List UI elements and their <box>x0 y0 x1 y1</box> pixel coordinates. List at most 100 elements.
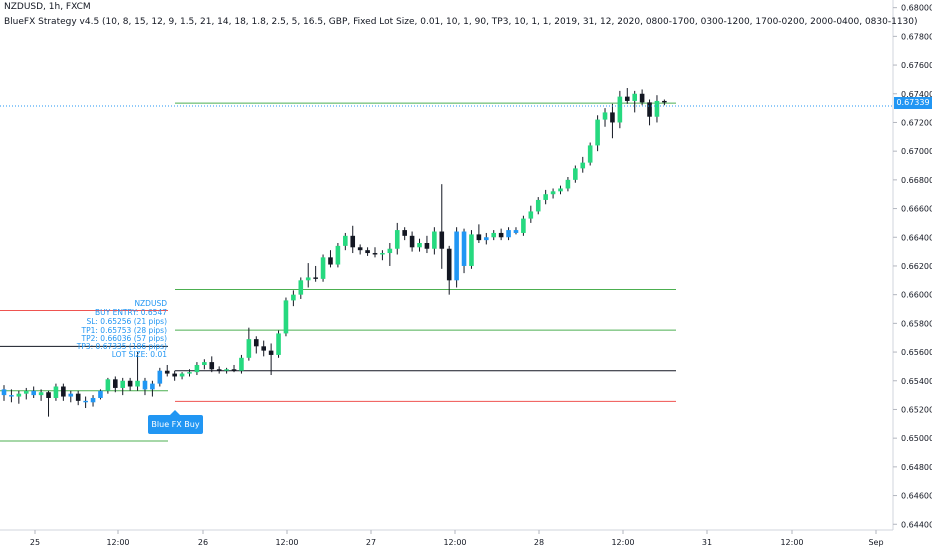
candle-body <box>291 294 296 301</box>
candle-body <box>113 379 118 388</box>
candle-body <box>461 231 467 266</box>
candle-body <box>528 211 534 219</box>
candle-body <box>38 392 44 396</box>
tp3-label: TP3: 0.67335 (186 pips) <box>76 342 167 351</box>
candle-body <box>662 100 667 103</box>
buy-entry-label: BUY ENTRY: 0.6547 <box>94 308 167 317</box>
price-tick-label: 0.65800 <box>901 319 932 328</box>
price-tick-label: 0.64400 <box>901 520 932 529</box>
current-price-tag: 0.67339 <box>894 96 932 109</box>
candle-body <box>157 370 163 384</box>
candle-body <box>654 100 660 117</box>
candle-body <box>617 96 623 123</box>
candle-body <box>320 257 326 279</box>
candle-body <box>484 237 489 241</box>
candle-body <box>469 234 474 266</box>
candle-body <box>350 235 356 248</box>
candle-body <box>417 243 422 248</box>
candle-body <box>209 362 215 370</box>
candle-body <box>491 232 497 238</box>
candle-body <box>283 300 289 334</box>
candle-body <box>639 93 645 103</box>
candle-body <box>172 373 177 377</box>
price-tick-label: 0.67200 <box>901 118 932 127</box>
buy-signal-tag[interactable]: Blue FX Buy <box>148 410 203 434</box>
candle-body <box>142 380 148 390</box>
candle-body <box>498 232 504 238</box>
candle-body <box>298 280 304 295</box>
candle-body <box>150 383 155 390</box>
candle-body <box>46 392 51 398</box>
time-axis[interactable]: 25 12:00 26 12:00 27 12:00 28 12:00 31 12:00 Sep <box>30 530 884 547</box>
price-tick-label: 0.65200 <box>901 405 932 414</box>
sl-label: SL: 0.65256 (21 pips) <box>86 317 167 326</box>
candle-body <box>454 231 459 281</box>
tp1-label: TP1: 0.65753 (28 pips) <box>81 326 167 335</box>
price-tick-label: 0.65000 <box>901 434 932 443</box>
candle-body <box>506 230 511 238</box>
candle-body <box>595 119 600 146</box>
price-tick-label: 0.64600 <box>901 492 932 501</box>
candle-body <box>558 188 563 192</box>
time-tick-label: 28 <box>534 538 544 547</box>
price-tick-label: 0.66200 <box>901 262 932 271</box>
time-tick-label: 12:00 <box>611 538 634 547</box>
candle-body <box>565 179 571 189</box>
candle-body <box>127 380 133 387</box>
candle-body <box>305 277 311 281</box>
candle-body <box>202 362 207 365</box>
price-tick-label: 0.66600 <box>901 205 932 214</box>
candle-body <box>9 395 14 397</box>
candle-body <box>380 253 385 255</box>
candle-body <box>31 390 36 396</box>
candle-body <box>343 235 348 246</box>
trade-symbol-label: NZDUSD <box>134 299 167 308</box>
candle-body <box>632 93 637 101</box>
candle-body <box>446 248 452 281</box>
candle-body <box>276 333 281 355</box>
price-tick-label: 0.66000 <box>901 291 932 300</box>
price-axis[interactable]: 0.68000 0.67800 0.67600 0.67400 0.67200 0.670… <box>893 4 932 530</box>
candle-body <box>120 380 126 388</box>
candle-body <box>335 245 341 265</box>
candle-body <box>23 390 29 394</box>
candle-body <box>402 230 407 236</box>
candle-body <box>610 112 615 123</box>
candle-body <box>372 253 378 255</box>
candle-body <box>313 277 318 279</box>
candle-body <box>239 357 244 371</box>
candle-body <box>580 162 586 169</box>
candle-body <box>135 380 140 387</box>
candle-body <box>357 247 363 251</box>
tp2-label: TP2: 0.66036 (57 pips) <box>81 334 167 343</box>
time-tick-label: 12:00 <box>443 538 466 547</box>
candle-body <box>187 372 192 374</box>
candle-body <box>68 393 74 397</box>
price-tick-label: 0.65600 <box>901 348 932 357</box>
time-tick-label: 12:00 <box>780 538 803 547</box>
candle-body <box>409 235 415 248</box>
candle-body <box>105 379 111 391</box>
time-tick-label: 31 <box>702 538 712 547</box>
chart-title: NZDUSD, 1h, FXCM <box>4 2 91 12</box>
candle-body <box>53 386 59 398</box>
candle-body <box>179 373 185 377</box>
candle-body <box>246 339 252 358</box>
time-tick-label: 26 <box>198 538 208 547</box>
candle-body <box>365 250 370 254</box>
price-tick-label: 0.66800 <box>901 176 932 185</box>
candle-body <box>573 168 578 180</box>
candle-body <box>647 102 652 117</box>
candle-body <box>602 112 608 120</box>
price-tick-label: 0.64800 <box>901 463 932 472</box>
candle-body <box>624 96 630 101</box>
candle-body <box>83 400 88 403</box>
indicator-legend[interactable]: BlueFX Strategy v4.5 (10, 8, 15, 12, 9, … <box>4 17 918 27</box>
candle-body <box>1 389 7 396</box>
price-tick-label: 0.67800 <box>901 32 932 41</box>
candle-body <box>98 390 103 398</box>
candle-body <box>224 369 229 371</box>
lot-size-label: LOT SIZE: 0.01 <box>111 350 167 359</box>
candle-body <box>521 218 526 233</box>
